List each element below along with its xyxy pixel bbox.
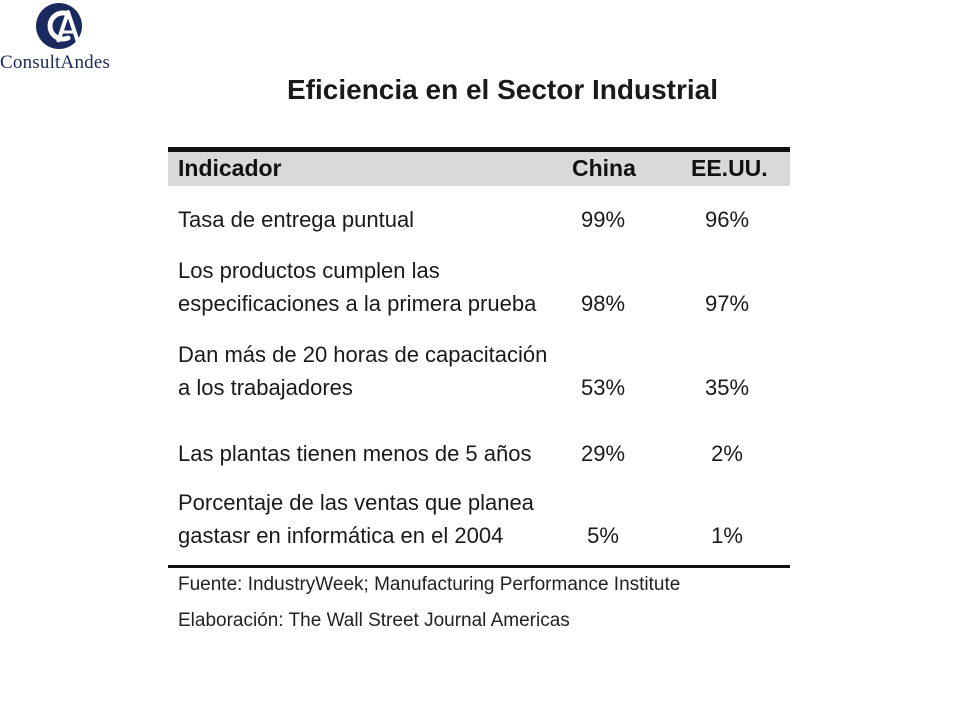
row-label-line: Dan más de 20 horas de capacitación <box>178 342 548 367</box>
header-indicador: Indicador <box>178 155 282 181</box>
table-row: Porcentaje de las ventas que planea gast… <box>168 486 790 552</box>
table-body: Tasa de entrega puntual 99% 96% Los prod… <box>168 186 790 566</box>
row-china-value: 5% <box>587 523 619 548</box>
row-label-line: gastasr en informática en el 2004 <box>178 523 504 548</box>
row-usa-value: 1% <box>711 523 743 548</box>
table-row: Tasa de entrega puntual 99% 96% <box>168 203 790 236</box>
row-label: Las plantas tienen menos de 5 años <box>178 441 532 466</box>
row-label-line: Los productos cumplen las <box>178 258 440 283</box>
table-top-rule <box>168 147 790 152</box>
header-usa: EE.UU. <box>691 155 768 181</box>
row-label: Tasa de entrega puntual <box>178 207 415 232</box>
company-logo: ConsultAndes <box>0 0 130 80</box>
header-china: China <box>572 155 636 181</box>
table-header: Indicador China EE.UU. <box>168 152 790 186</box>
table-bottom-rule <box>168 565 790 568</box>
table-row: Dan más de 20 horas de capacitación a lo… <box>168 338 790 404</box>
row-china-value: 98% <box>580 291 626 316</box>
slide-title: Eficiencia en el Sector Industrial <box>287 74 719 105</box>
row-label-line: a los trabajadores <box>178 375 353 400</box>
row-label-line: Porcentaje de las ventas que planea <box>178 490 534 515</box>
row-usa-value: 2% <box>711 441 743 466</box>
row-china-value: 29% <box>580 441 626 466</box>
table-row: Las plantas tienen menos de 5 años 29% 2… <box>168 437 790 470</box>
logo-wordmark: ConsultAndes <box>0 52 111 73</box>
row-label-line: especificaciones a la primera prueba <box>178 291 537 316</box>
source-note: Fuente: IndustryWeek; Manufacturing Perf… <box>178 574 681 595</box>
row-usa-value: 96% <box>704 207 750 232</box>
row-usa-value: 35% <box>704 375 750 400</box>
elaboration-note: Elaboración: The Wall Street Journal Ame… <box>178 610 570 631</box>
row-china-value: 99% <box>580 207 626 232</box>
row-usa-value: 97% <box>704 291 750 316</box>
ca-monogram-icon <box>36 3 82 49</box>
table-row: Los productos cumplen las especificacion… <box>168 254 790 320</box>
row-china-value: 53% <box>580 375 626 400</box>
